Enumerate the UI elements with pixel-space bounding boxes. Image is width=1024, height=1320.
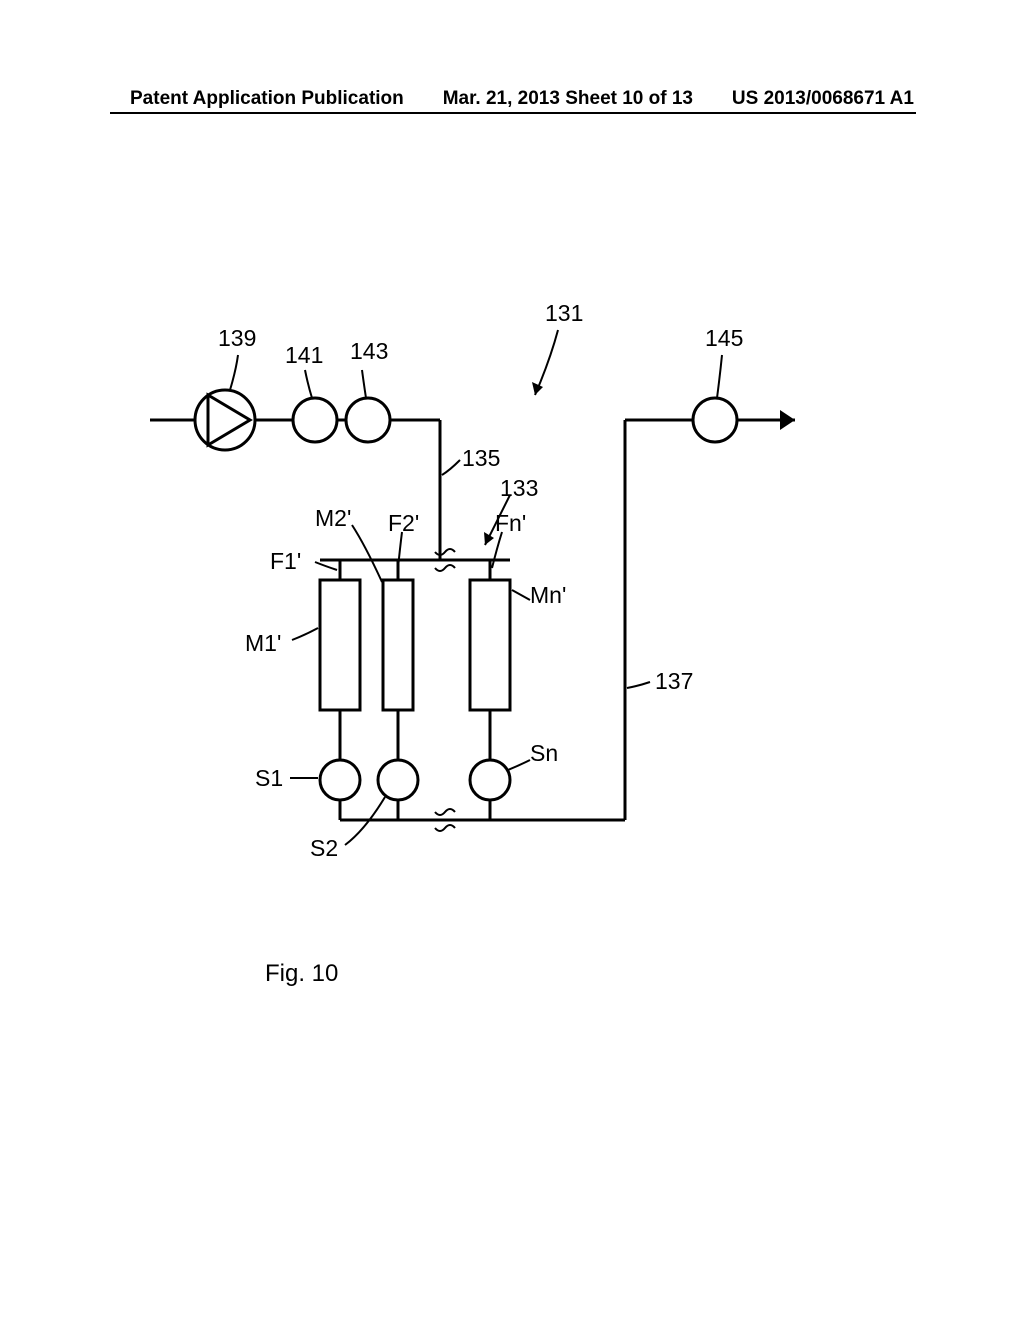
label-Sn: Sn — [530, 740, 558, 767]
diagram-svg — [130, 300, 890, 940]
label-F2: F2' — [388, 510, 419, 537]
label-M2: M2' — [315, 505, 351, 532]
header-right: US 2013/0068671 A1 — [732, 88, 914, 110]
label-133: 133 — [500, 475, 538, 502]
label-137: 137 — [655, 668, 693, 695]
label-145: 145 — [705, 325, 743, 352]
label-141: 141 — [285, 342, 323, 369]
header-divider — [110, 112, 916, 114]
header-left: Patent Application Publication — [130, 88, 404, 110]
label-S1: S1 — [255, 765, 283, 792]
header-center: Mar. 21, 2013 Sheet 10 of 13 — [443, 88, 693, 110]
label-S2: S2 — [310, 835, 338, 862]
flow-diagram: 139 141 143 131 145 135 133 137 M1' M2' … — [130, 300, 890, 940]
figure-caption: Fig. 10 — [265, 960, 338, 988]
label-135: 135 — [462, 445, 500, 472]
label-143: 143 — [350, 338, 388, 365]
label-Fn: Fn' — [495, 510, 526, 537]
label-M1: M1' — [245, 630, 281, 657]
label-F1: F1' — [270, 548, 301, 575]
label-Mn: Mn' — [530, 582, 566, 609]
label-139: 139 — [218, 325, 256, 352]
label-131: 131 — [545, 300, 583, 327]
